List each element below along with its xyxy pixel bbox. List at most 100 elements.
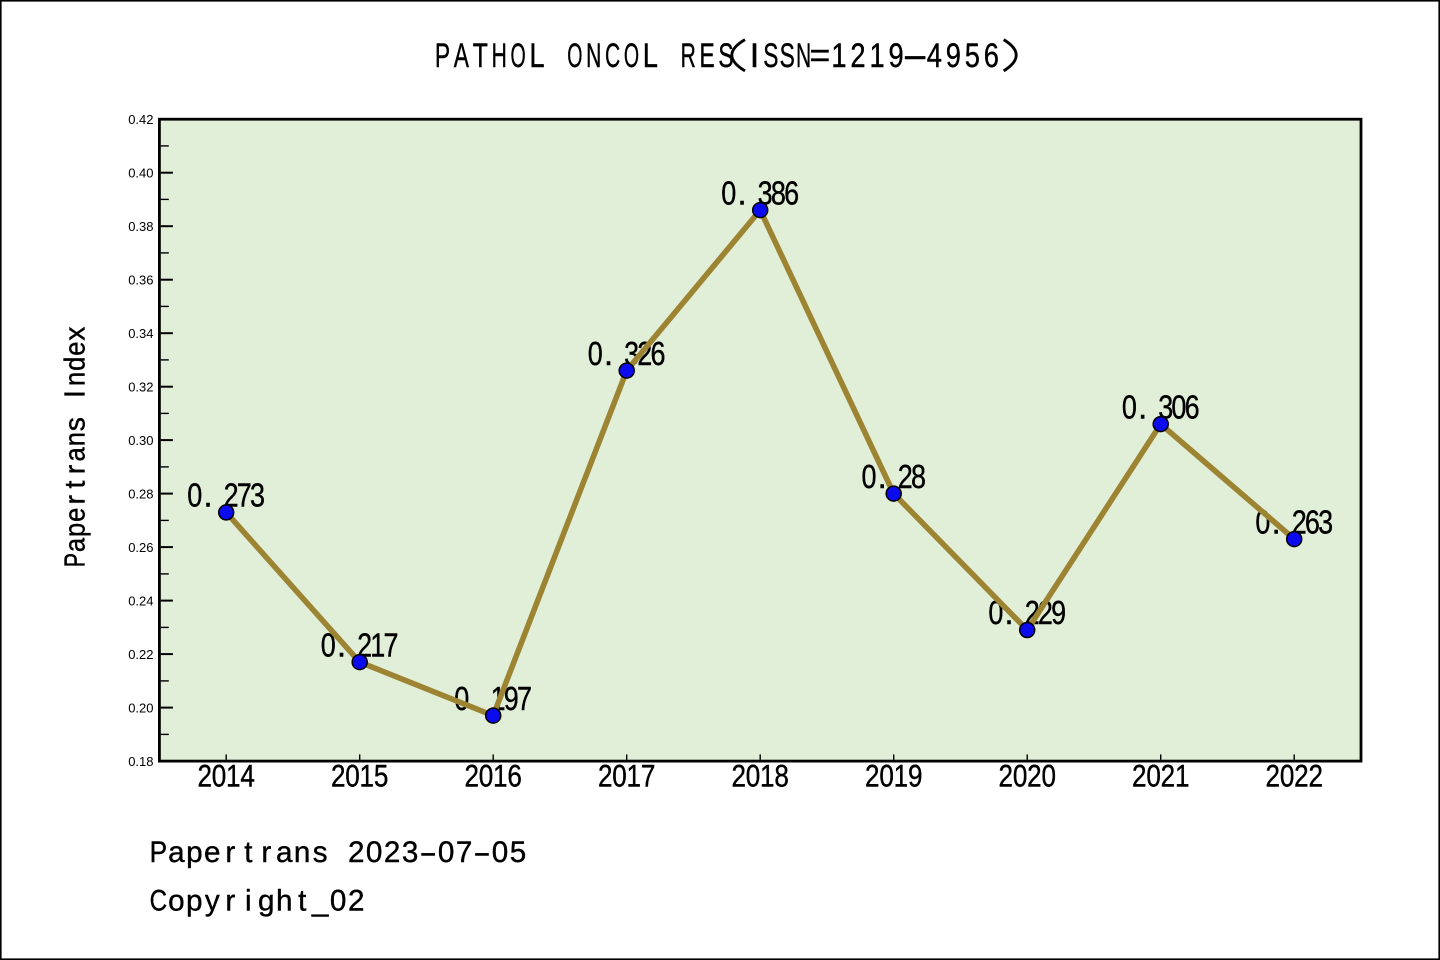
svg-text:r: r xyxy=(225,885,235,918)
svg-text:t: t xyxy=(298,885,306,918)
svg-text:0: 0 xyxy=(321,627,336,664)
svg-text:a: a xyxy=(59,447,91,461)
svg-text:2: 2 xyxy=(348,836,365,869)
svg-text:6: 6 xyxy=(984,37,999,75)
svg-text:n: n xyxy=(294,836,311,869)
svg-text:A: A xyxy=(454,37,469,75)
svg-text:0: 0 xyxy=(862,459,877,496)
svg-text:e: e xyxy=(59,508,91,522)
svg-text:S: S xyxy=(763,37,778,75)
svg-text:0: 0 xyxy=(612,758,627,793)
svg-text:.: . xyxy=(470,681,479,718)
svg-text:n: n xyxy=(59,432,91,446)
svg-text:.: . xyxy=(878,459,887,496)
svg-text:0.24: 0.24 xyxy=(128,593,153,608)
svg-text:0: 0 xyxy=(588,336,603,373)
svg-text:2: 2 xyxy=(1294,758,1309,793)
svg-text:2: 2 xyxy=(1161,758,1176,793)
svg-text:2: 2 xyxy=(197,758,212,793)
svg-text:a: a xyxy=(168,836,185,869)
svg-text:L: L xyxy=(529,37,544,75)
svg-text:2: 2 xyxy=(384,836,401,869)
svg-text:1: 1 xyxy=(760,758,775,793)
svg-text:6: 6 xyxy=(651,336,666,373)
svg-text:r: r xyxy=(59,464,91,474)
svg-text:d: d xyxy=(59,357,91,371)
svg-text:0: 0 xyxy=(438,836,455,869)
svg-text:p: p xyxy=(186,836,203,869)
svg-text:C: C xyxy=(605,37,620,75)
svg-text:.: . xyxy=(203,478,212,515)
svg-text:0.40: 0.40 xyxy=(128,166,153,181)
svg-text:5: 5 xyxy=(965,37,980,75)
svg-text:1: 1 xyxy=(831,37,846,75)
svg-text:0.30: 0.30 xyxy=(128,433,153,448)
svg-text:0: 0 xyxy=(187,478,202,515)
svg-text:T: T xyxy=(473,37,488,75)
svg-text:2: 2 xyxy=(1266,758,1281,793)
svg-text:0.26: 0.26 xyxy=(128,540,153,555)
svg-text:I: I xyxy=(59,390,91,398)
svg-text:2: 2 xyxy=(1027,758,1042,793)
svg-text:6: 6 xyxy=(1185,389,1200,426)
svg-text:-: - xyxy=(473,836,491,869)
svg-text:C: C xyxy=(150,885,168,918)
svg-text:2: 2 xyxy=(731,758,746,793)
svg-text:9: 9 xyxy=(889,37,904,75)
svg-text:0.36: 0.36 xyxy=(128,273,153,288)
svg-text:2: 2 xyxy=(598,758,613,793)
svg-text:r: r xyxy=(225,836,235,869)
svg-text:1: 1 xyxy=(870,37,885,75)
svg-text:0: 0 xyxy=(1171,389,1186,426)
svg-text:0: 0 xyxy=(479,758,494,793)
svg-text:0: 0 xyxy=(1280,758,1295,793)
svg-text:1: 1 xyxy=(226,758,241,793)
svg-text:1: 1 xyxy=(493,758,508,793)
svg-text:-: - xyxy=(902,37,929,75)
svg-text:y: y xyxy=(205,885,220,918)
svg-text:a: a xyxy=(59,538,91,552)
svg-text:=: = xyxy=(810,37,831,75)
svg-text:0: 0 xyxy=(330,885,347,918)
svg-text:0: 0 xyxy=(454,681,469,718)
svg-text:6: 6 xyxy=(507,758,522,793)
svg-text:1: 1 xyxy=(360,758,375,793)
svg-text:8: 8 xyxy=(771,175,786,212)
svg-text:1: 1 xyxy=(894,758,909,793)
svg-text:g: g xyxy=(258,885,275,918)
svg-text:2: 2 xyxy=(865,758,880,793)
svg-text:t: t xyxy=(244,836,252,869)
svg-text:0: 0 xyxy=(1146,758,1161,793)
svg-text:1: 1 xyxy=(627,758,642,793)
svg-text:N: N xyxy=(586,37,601,75)
svg-text:0: 0 xyxy=(721,175,736,212)
svg-text:0.42: 0.42 xyxy=(128,112,153,127)
svg-text:7: 7 xyxy=(517,681,532,718)
svg-text:9: 9 xyxy=(504,681,519,718)
svg-text:4: 4 xyxy=(240,758,255,793)
svg-text:x: x xyxy=(59,327,91,341)
svg-text:_: _ xyxy=(311,885,329,918)
svg-text:0: 0 xyxy=(746,758,761,793)
svg-text:P: P xyxy=(150,836,168,869)
svg-text:0: 0 xyxy=(492,836,509,869)
svg-text:n: n xyxy=(59,372,91,386)
svg-text:5: 5 xyxy=(374,758,389,793)
svg-text:N: N xyxy=(796,37,811,75)
svg-text:L: L xyxy=(643,37,658,75)
svg-text:0.32: 0.32 xyxy=(128,380,153,395)
svg-text:r: r xyxy=(59,494,91,504)
svg-text:0: 0 xyxy=(1013,758,1028,793)
svg-text:O: O xyxy=(624,37,639,75)
svg-text:1: 1 xyxy=(370,627,385,664)
svg-text:9: 9 xyxy=(1051,595,1066,632)
svg-text:0.38: 0.38 xyxy=(128,219,153,234)
svg-text:3: 3 xyxy=(402,836,419,869)
svg-text:0.34: 0.34 xyxy=(128,326,153,341)
svg-text:E: E xyxy=(700,37,715,75)
svg-text:P: P xyxy=(59,553,91,567)
svg-text:0: 0 xyxy=(1041,758,1056,793)
svg-text:I: I xyxy=(750,37,760,75)
svg-text:i: i xyxy=(245,885,252,918)
svg-text:1: 1 xyxy=(1175,758,1190,793)
